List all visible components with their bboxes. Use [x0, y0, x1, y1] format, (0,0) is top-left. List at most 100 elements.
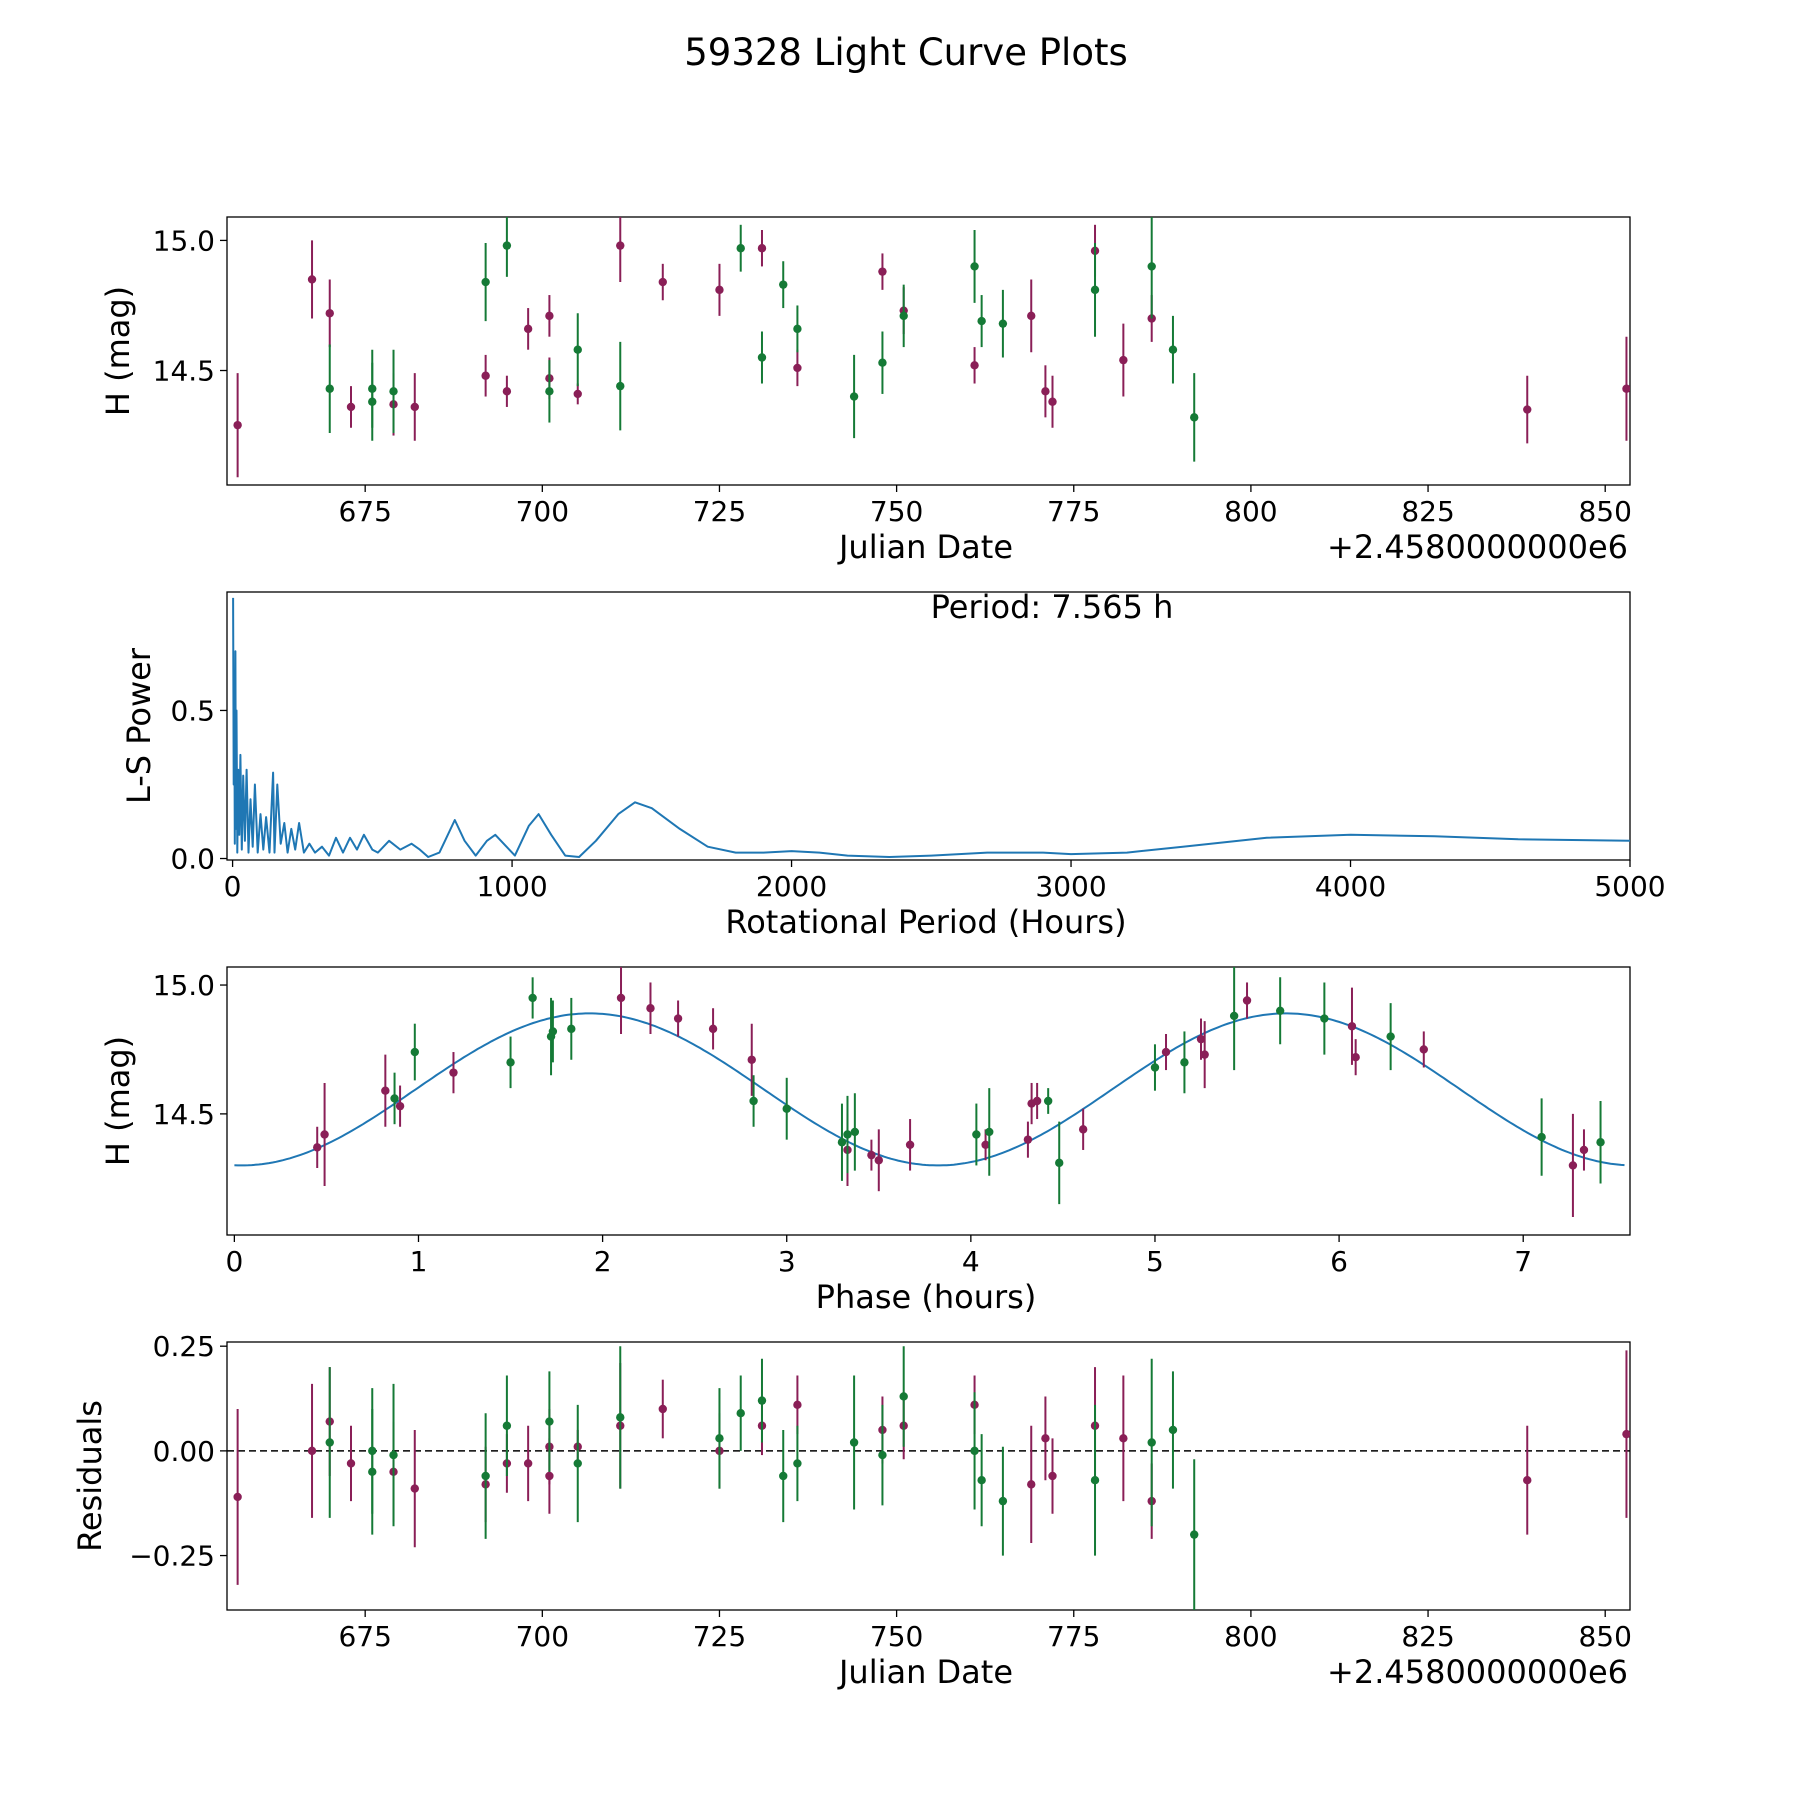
data-point	[545, 387, 554, 396]
data-point	[410, 1047, 420, 1057]
data-point	[899, 311, 908, 321]
data-point	[1168, 345, 1178, 354]
data-point	[1190, 413, 1199, 422]
axis-ticks: 675 700 725 750 775 800 825 850 14.5 15.0	[153, 224, 1632, 528]
data-point	[1622, 1429, 1630, 1439]
y-tick-label: 0.25	[153, 1330, 215, 1363]
data-point	[1078, 1125, 1088, 1134]
data-point	[749, 1096, 758, 1106]
data-point	[573, 389, 582, 399]
data-point	[1048, 1471, 1057, 1481]
x-offset-label: +2.4580000000e6	[1327, 528, 1628, 566]
figure-title: 59328 Light Curve Plots	[684, 31, 1128, 74]
axis-ticks: 0 1000 2000 3000 4000 5000 0.0 0.5	[170, 694, 1665, 903]
data-point	[381, 1086, 390, 1095]
data-point	[899, 1392, 908, 1401]
data-point	[1055, 1158, 1064, 1168]
data-point	[850, 1127, 860, 1137]
plot-area	[233, 217, 1630, 478]
y-tick-label: −0.25	[129, 1540, 215, 1573]
data-point	[867, 1150, 876, 1160]
data-point	[523, 1459, 533, 1468]
x-tick-label: 1000	[476, 870, 547, 903]
data-point	[481, 371, 490, 380]
x-tick-label: 3	[778, 1245, 796, 1278]
data-point	[233, 420, 242, 430]
data-point	[545, 1417, 554, 1426]
data-point	[981, 1140, 990, 1150]
data-point	[1386, 1032, 1395, 1041]
data-point	[1032, 1096, 1042, 1106]
data-point	[325, 309, 334, 318]
x-tick-label: 825	[1401, 1620, 1454, 1653]
data-point	[905, 1140, 915, 1150]
model-fit-curve	[234, 1012, 1625, 1167]
plot-frame	[226, 591, 1631, 861]
data-point	[545, 1471, 554, 1481]
plot-content	[233, 217, 1630, 478]
data-point	[998, 319, 1008, 328]
data-point	[1180, 1058, 1189, 1067]
y-tick-label: 14.5	[153, 1098, 215, 1131]
data-point	[389, 1450, 398, 1460]
data-point	[1090, 1475, 1100, 1485]
panel-periodogram: 0 1000 2000 3000 4000 5000 0.0 0.5 Period: 7.56…	[120, 588, 1666, 941]
plot-content	[234, 967, 1625, 1217]
data-point	[1275, 1006, 1285, 1016]
y-tick-label: 15.0	[153, 969, 215, 1002]
data-point	[998, 1496, 1008, 1506]
x-tick-label: 6	[1330, 1245, 1348, 1278]
data-point	[1523, 1475, 1532, 1485]
x-tick-label: 850	[1578, 495, 1631, 528]
data-point	[878, 1450, 887, 1460]
plot-area	[227, 1346, 1630, 1610]
x-tick-label: 2000	[756, 870, 827, 903]
data-point	[1200, 1050, 1209, 1059]
data-point	[320, 1130, 329, 1139]
data-point	[779, 1471, 788, 1481]
plot-content	[232, 597, 1630, 858]
plot-frame	[226, 1341, 1631, 1611]
data-point	[1161, 1047, 1171, 1057]
y-axis-label: H (mag)	[99, 1036, 137, 1166]
data-point	[1351, 1052, 1360, 1062]
data-point	[233, 1492, 242, 1502]
data-point	[390, 1094, 399, 1103]
data-point	[616, 241, 625, 250]
data-point	[1168, 1425, 1178, 1435]
y-axis-label: H (mag)	[99, 286, 137, 416]
data-point	[307, 275, 317, 284]
data-point	[1027, 1480, 1036, 1489]
plot-area	[234, 967, 1625, 1217]
data-point	[793, 1400, 802, 1410]
data-point	[502, 241, 512, 250]
data-point	[573, 1459, 582, 1468]
data-point	[1320, 1014, 1329, 1023]
data-point	[449, 1068, 458, 1077]
data-point	[1242, 996, 1252, 1005]
x-tick-label: 4000	[1315, 870, 1386, 903]
data-point	[1147, 262, 1156, 271]
axis-ticks: 0 1 2 3 4 5 6 7 14.5 15.0	[153, 969, 1532, 1278]
data-point	[985, 1127, 994, 1137]
panel-phased-curve: 0 1 2 3 4 5 6 7 14.5 15.0 Phase (hours) H (mag)	[99, 966, 1631, 1316]
x-tick-label: 700	[516, 495, 569, 528]
data-point	[616, 1413, 625, 1422]
data-point	[970, 1446, 979, 1456]
data-point	[1596, 1138, 1605, 1147]
data-point	[389, 387, 398, 396]
data-point	[849, 392, 859, 401]
y-tick-label: 15.0	[153, 224, 215, 257]
data-point	[410, 402, 419, 412]
x-tick-label: 825	[1401, 495, 1454, 528]
data-point	[481, 277, 490, 287]
data-point	[658, 277, 667, 287]
data-point	[1229, 1011, 1239, 1021]
data-point	[977, 1475, 986, 1485]
power-spectrum-line	[232, 597, 1630, 858]
data-point	[779, 280, 788, 289]
data-point	[757, 1396, 767, 1405]
x-tick-label: 5	[1146, 1245, 1164, 1278]
period-annotation: Period: 7.565 h	[931, 588, 1174, 626]
plot-frame	[226, 216, 1631, 486]
